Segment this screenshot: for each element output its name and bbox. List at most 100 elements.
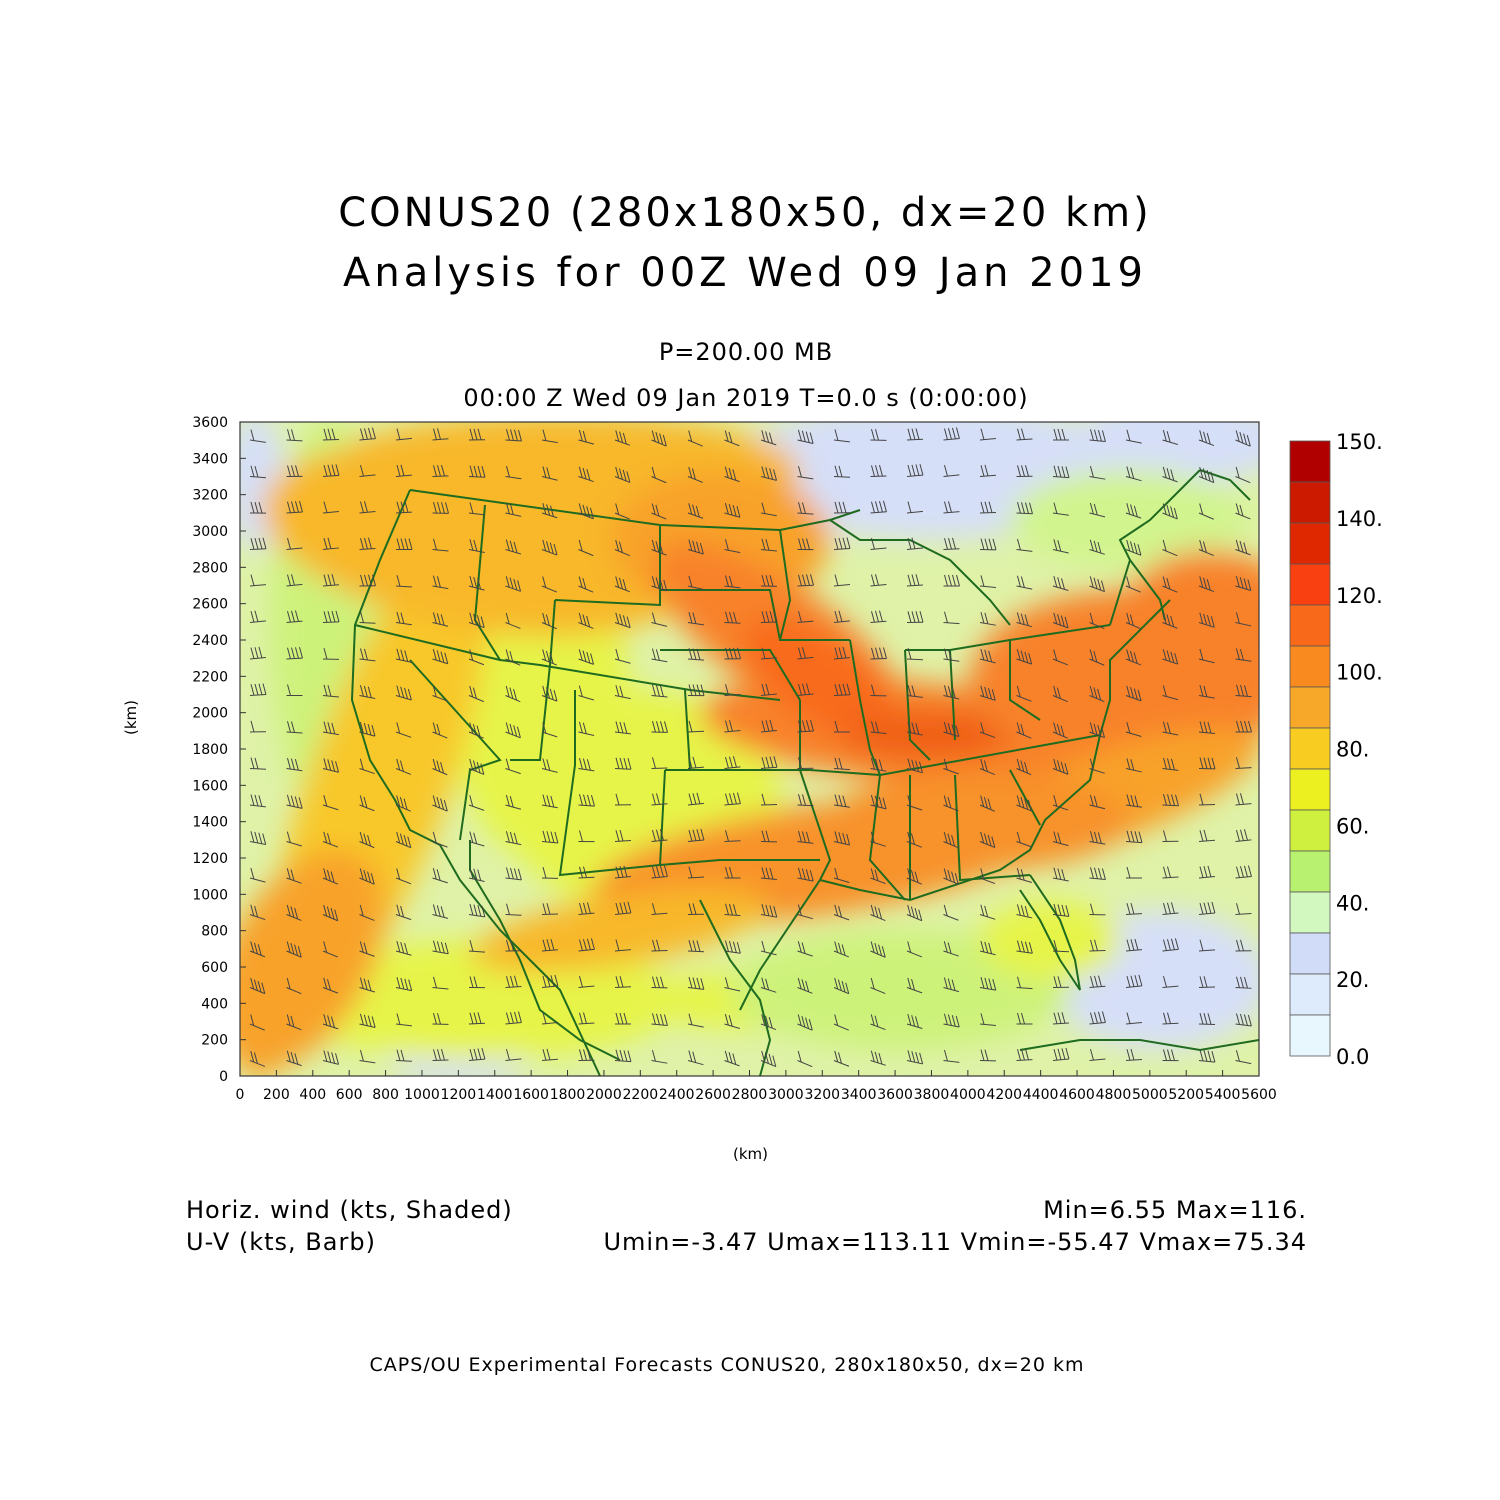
wind-barb [906,428,924,441]
wind-barb [1162,612,1178,629]
colorbar-label: 80. [1336,738,1369,762]
wind-barb [979,501,997,514]
wind-barb [286,1014,302,1031]
y-tick-label: 3400 [192,451,228,467]
wind-barb [1162,902,1179,915]
wind-barb [651,466,667,484]
colorbar-label: 20. [1336,968,1369,992]
wind-barb [1235,793,1252,806]
wind-barb [578,466,594,483]
wind-barb [1235,684,1252,698]
wind-barb [541,576,558,593]
wind-barb [870,464,887,477]
wind-barb [906,1013,923,1029]
pressure-level-label: P=200.00 MB [658,338,834,366]
wind-barb [906,795,923,811]
wind-barb [651,648,668,663]
wind-barb [468,428,486,441]
wind-barb [906,574,923,587]
wind-barb [249,683,267,696]
colorbar-segment [1289,522,1331,565]
wind-barb [870,794,887,810]
wind-barb [870,977,886,995]
x-axis: 0 200 400 600 800 1000 1200 1400 1600 1800 2000 220… [236,1070,1277,1103]
wind-barb [432,868,448,884]
wind-barb [1198,901,1216,915]
wind-barb [1016,758,1032,776]
wind-barb [395,831,412,849]
wind-barb [468,1012,486,1025]
colorbar-segment [1289,1014,1331,1057]
colorbar-label: 60. [1336,814,1369,838]
wind-barb [760,940,777,956]
wind-barb [1235,939,1252,952]
wind-barb [359,831,375,849]
wind-barb [1125,721,1142,737]
wind-barb [1125,938,1142,952]
wind-barb [1125,830,1143,844]
wind-barb [578,902,595,915]
y-tick-label: 2400 [192,633,228,649]
wind-barb [395,611,412,626]
wind-barb [541,1012,558,1025]
y-tick-label: 400 [201,996,228,1012]
wind-barb [1235,430,1251,447]
wind-barb [249,794,266,808]
wind-barb [1089,502,1106,518]
wind-barb [395,758,412,775]
wind-barb [614,939,631,952]
wind-barb [797,904,814,920]
colorbar-label: 0.0 [1336,1045,1369,1069]
wind-barb [468,795,485,811]
wind-barb [505,576,522,592]
wind-barb [322,721,339,736]
wind-barb [1052,903,1070,917]
x-tick-label: 1400 [477,1087,513,1103]
wind-barb [286,647,303,660]
wind-barb [432,904,449,919]
wind-barb [1016,795,1032,812]
wind-barb [541,1048,558,1061]
wind-barb [651,503,667,520]
wind-barb [870,904,886,922]
wind-barb [1052,1047,1070,1061]
wind-barb [870,647,887,660]
wind-barb [432,795,448,812]
wind-barb [432,612,449,627]
wind-barb [1235,757,1252,769]
wind-barb [687,756,704,769]
wind-barb [1198,685,1215,699]
wind-barb [943,648,960,662]
y-axis-label: (km) [122,699,140,735]
y-tick-label: 800 [201,924,228,940]
wind-barb [286,465,303,477]
wind-barb [395,795,411,812]
wind-barb [1089,867,1106,880]
wind-barb [1125,1012,1142,1025]
wind-barb [1125,1048,1143,1061]
wind-barb [505,722,521,739]
wind-barb [833,831,851,846]
y-tick-label: 600 [201,960,228,976]
min-max-stats: Min=6.55 Max=116. [1043,1196,1307,1224]
wind-barb [687,575,704,590]
wind-barb [724,866,741,879]
y-tick-label: 2600 [192,597,228,613]
y-tick-label: 0 [219,1069,228,1085]
wind-barb [1198,539,1214,557]
uv-stats: Umin=-3.47 Umax=113.11 Vmin=-55.47 Vmax=… [603,1228,1307,1256]
wind-barb [286,574,303,587]
x-tick-label: 3200 [804,1087,840,1103]
wind-barb [687,903,705,915]
wind-barb [651,720,668,733]
wind-barb [322,868,339,885]
x-tick-label: 0 [236,1087,245,1103]
wind-barb [687,866,704,879]
wind-barb [395,685,412,701]
wind-barb [505,831,522,846]
wind-barb [979,612,996,626]
wind-barb [468,465,486,478]
wind-barb [432,722,448,739]
wind-barb [979,977,997,991]
wind-barb [249,1014,265,1031]
